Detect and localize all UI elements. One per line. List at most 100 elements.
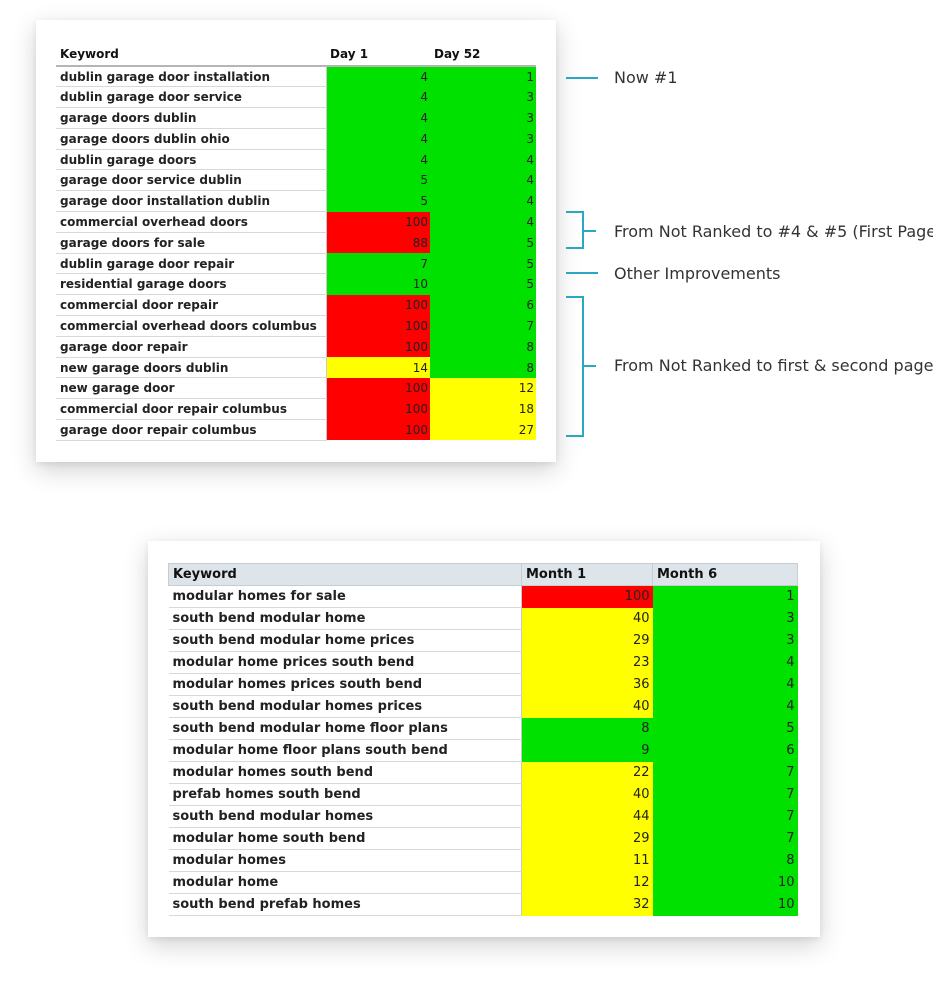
m6-cell: 3	[652, 629, 798, 652]
m1-cell: 23	[521, 651, 653, 674]
day52-cell: 3	[430, 86, 536, 108]
table-row: dublin garage door service 4 3	[56, 86, 536, 109]
day52-cell: 4	[430, 149, 536, 170]
day52-cell: 5	[430, 253, 536, 274]
m6-cell: 3	[652, 607, 798, 630]
day52-cell: 4	[430, 190, 536, 212]
day1-cell: 4	[326, 107, 430, 129]
m6-cell: 4	[652, 651, 798, 674]
keyword-cell: modular homes	[168, 849, 522, 872]
day52-cell: 4	[430, 211, 536, 233]
table-row: garage door repair columbus 100 27	[56, 419, 536, 441]
day1-cell: 100	[326, 315, 430, 337]
table-row: garage doors for sale 88 5	[56, 232, 536, 254]
m1-cell: 40	[521, 783, 653, 806]
m1-cell: 22	[521, 761, 653, 784]
m1-cell: 12	[521, 871, 653, 894]
day1-cell: 14	[326, 357, 430, 378]
day1-cell: 4	[326, 149, 430, 170]
keyword-cell: prefab homes south bend	[168, 783, 522, 806]
m6-cell: 7	[652, 827, 798, 850]
m1-cell: 36	[521, 673, 653, 696]
day52-cell: 18	[430, 398, 536, 420]
keyword-cell: modular homes south bend	[168, 761, 522, 784]
m6-cell: 7	[652, 805, 798, 828]
keyword-cell: dublin garage door installation	[56, 66, 327, 88]
day52-cell: 8	[430, 357, 536, 378]
day1-cell: 100	[326, 294, 430, 316]
day52-cell: 3	[430, 128, 536, 150]
m1-cell: 29	[521, 827, 653, 850]
table-row: modular home south bend 29 7	[168, 827, 798, 850]
table-row: modular home 12 10	[168, 871, 798, 894]
table-row: commercial overhead doors columbus 100 7	[56, 315, 536, 337]
keyword-cell: dublin garage doors	[56, 149, 327, 171]
keyword-cell: dublin garage door repair	[56, 253, 327, 275]
m1-cell: 40	[521, 695, 653, 718]
day1-cell: 10	[326, 273, 430, 295]
keyword-cell: modular homes for sale	[168, 585, 522, 608]
keyword-cell: garage door service dublin	[56, 169, 327, 192]
table-row: south bend modular home 40 3	[168, 607, 798, 630]
day52-cell: 5	[430, 232, 536, 254]
m1-cell: 40	[521, 607, 653, 630]
table-row: residential garage doors 10 5	[56, 273, 536, 296]
day1-cell: 4	[326, 66, 430, 87]
now1-connector	[566, 77, 598, 79]
now1-label: Now #1	[614, 68, 678, 87]
keyword-cell: residential garage doors	[56, 273, 327, 296]
m6-cell: 4	[652, 673, 798, 696]
m6-cell: 5	[652, 717, 798, 740]
m1-cell: 44	[521, 805, 653, 828]
day1-cell: 4	[326, 128, 430, 150]
keyword-cell: commercial door repair	[56, 294, 327, 317]
keyword-cell: garage door repair columbus	[56, 419, 327, 441]
m1-cell: 100	[521, 585, 653, 608]
day1-cell: 7	[326, 253, 430, 274]
keyword-cell: south bend modular home prices	[168, 629, 522, 652]
day52-cell: 6	[430, 294, 536, 316]
keyword-cell: commercial door repair columbus	[56, 398, 327, 421]
m6-cell: 10	[652, 871, 798, 894]
m6-cell: 4	[652, 695, 798, 718]
day1-cell: 100	[326, 211, 430, 233]
day1-cell: 100	[326, 398, 430, 420]
table-row: garage door repair 100 8	[56, 336, 536, 358]
keyword-cell: south bend prefab homes	[168, 893, 522, 916]
table-row: modular homes for sale 100 1	[168, 585, 798, 608]
table-header-row: Keyword Day 1 Day 52	[56, 42, 536, 67]
m6-cell: 1	[652, 585, 798, 608]
first-second-connector	[584, 365, 596, 367]
keyword-cell: garage door installation dublin	[56, 190, 327, 213]
day1-header: Day 1	[326, 42, 430, 67]
day52-cell: 7	[430, 315, 536, 337]
table-row: south bend modular homes prices 40 4	[168, 695, 798, 718]
first-page-label: From Not Ranked to #4 & #5 (First Page)	[614, 222, 933, 241]
month1-header: Month 1	[521, 563, 653, 586]
day52-cell: 27	[430, 419, 536, 441]
table-row: commercial overhead doors 100 4	[56, 211, 536, 233]
month-ranking-table: Keyword Month 1 Month 6 modular homes fo…	[168, 563, 798, 916]
table-row: modular homes south bend 22 7	[168, 761, 798, 784]
keyword-cell: garage doors for sale	[56, 232, 327, 254]
day52-cell: 3	[430, 107, 536, 129]
table-row: new garage doors dublin 14 8	[56, 357, 536, 379]
day1-cell: 100	[326, 377, 430, 399]
keyword-cell: modular home floor plans south bend	[168, 739, 522, 762]
day-ranking-table: Keyword Day 1 Day 52 dublin garage door …	[56, 42, 536, 441]
table-row: prefab homes south bend 40 7	[168, 783, 798, 806]
first-second-label: From Not Ranked to first & second page	[614, 356, 933, 375]
keyword-cell: commercial overhead doors	[56, 211, 327, 233]
keyword-cell: modular home	[168, 871, 522, 894]
keyword-cell: garage door repair	[56, 336, 327, 358]
keyword-cell: garage doors dublin ohio	[56, 128, 327, 150]
keyword-cell: modular home prices south bend	[168, 651, 522, 674]
day52-cell: 8	[430, 336, 536, 358]
table-row: south bend prefab homes 32 10	[168, 893, 798, 916]
table-row: new garage door 100 12	[56, 377, 536, 400]
table-row: dublin garage door installation 4 1	[56, 66, 536, 88]
day52-cell: 5	[430, 273, 536, 295]
table-row: modular homes 11 8	[168, 849, 798, 872]
table-row: dublin garage doors 4 4	[56, 149, 536, 171]
day1-cell: 5	[326, 190, 430, 212]
